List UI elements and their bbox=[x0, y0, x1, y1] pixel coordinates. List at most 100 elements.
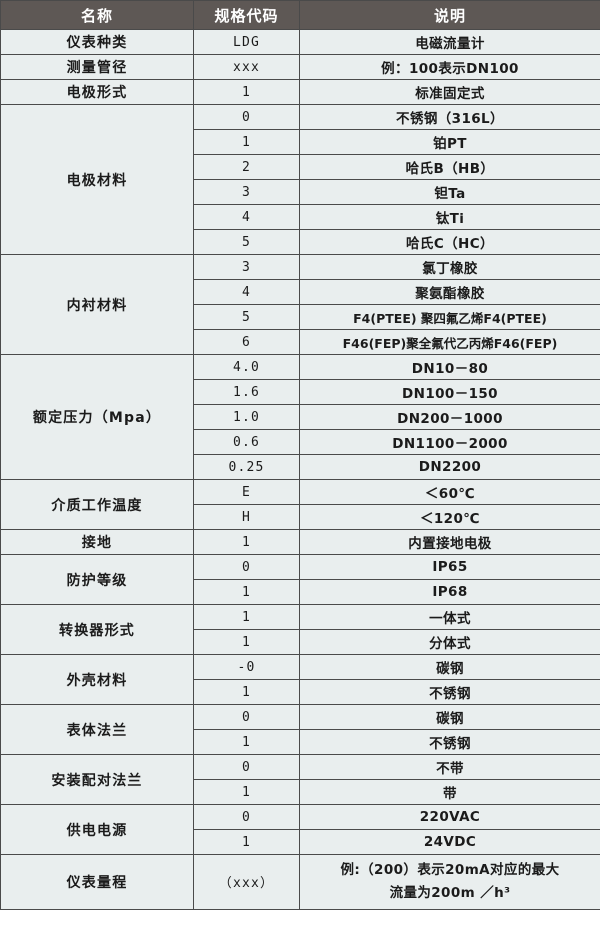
spec-code-cell: 1 bbox=[193, 829, 300, 855]
description-cell: 电磁流量计 bbox=[299, 29, 600, 55]
description-cell: 24VDC bbox=[299, 829, 600, 855]
row-group-name: 电极材料 bbox=[0, 104, 194, 255]
specification-code-table: 名称 规格代码 说明 仪表种类 LDG 电磁流量计 测量管径 xxx 例：100表示DN1… bbox=[0, 0, 600, 910]
spec-code-cell: 1 bbox=[193, 629, 300, 655]
table-row: 2 哈氏B（HB） bbox=[1, 154, 600, 180]
spec-code-cell: 0.6 bbox=[193, 429, 300, 455]
spec-code-cell: 4.0 bbox=[193, 354, 300, 380]
description-cell: 钽Ta bbox=[299, 179, 600, 205]
table-row: 1.0 DN200－1000 bbox=[1, 404, 600, 430]
description-cell: 标准固定式 bbox=[299, 79, 600, 105]
spec-code-cell: xxx bbox=[193, 54, 300, 80]
column-header-code: 规格代码 bbox=[193, 0, 300, 30]
description-cell: 哈氏B（HB） bbox=[299, 154, 600, 180]
table-row: 1 分体式 bbox=[1, 629, 600, 655]
spec-code-cell: 1 bbox=[193, 779, 300, 805]
column-header-name: 名称 bbox=[0, 0, 194, 30]
table-row: 4 钛Ti bbox=[1, 204, 600, 230]
spec-code-cell: 0 bbox=[193, 754, 300, 780]
table-row: 安装配对法兰 0 不带 bbox=[0, 754, 600, 805]
table-row: 供电电源 0 220VAC bbox=[0, 804, 600, 855]
row-group-name: 介质工作温度 bbox=[0, 479, 194, 530]
description-cell: 哈氏C（HC） bbox=[299, 229, 600, 255]
row-group-name: 电极形式 bbox=[0, 79, 194, 105]
spec-code-cell: 1 bbox=[193, 679, 300, 705]
spec-code-cell: （xxx） bbox=[193, 854, 300, 910]
row-group-name: 安装配对法兰 bbox=[0, 754, 194, 805]
row-group-name: 表体法兰 bbox=[0, 704, 194, 755]
description-cell: 不锈钢 bbox=[299, 679, 600, 705]
table-row: 1 不锈钢 bbox=[1, 679, 600, 705]
spec-code-cell: 5 bbox=[193, 304, 300, 330]
table-row: 接地 1 内置接地电极 bbox=[0, 529, 600, 555]
row-group-name: 供电电源 bbox=[0, 804, 194, 855]
description-cell: ＜60℃ bbox=[299, 479, 600, 505]
spec-code-cell: 0.25 bbox=[193, 454, 300, 480]
description-cell: 分体式 bbox=[299, 629, 600, 655]
spec-code-cell: 0 bbox=[193, 104, 300, 130]
row-group-name: 测量管径 bbox=[0, 54, 194, 80]
table-row: 0.25 DN2200 bbox=[1, 454, 600, 480]
column-header-description: 说明 bbox=[299, 0, 600, 30]
row-group-name: 转换器形式 bbox=[0, 604, 194, 655]
row-group-name: 仪表量程 bbox=[0, 854, 194, 910]
table-row: 内衬材料 3 氯丁橡胶 bbox=[0, 254, 600, 355]
table-row: 电极形式 1 标准固定式 bbox=[0, 79, 600, 105]
row-group-name: 接地 bbox=[0, 529, 194, 555]
spec-code-cell: 4 bbox=[193, 279, 300, 305]
description-cell: 氯丁橡胶 bbox=[299, 254, 600, 280]
table-row: 测量管径 xxx 例：100表示DN100 bbox=[0, 54, 600, 80]
table-row: 1 IP68 bbox=[1, 579, 600, 605]
table-row: 外壳材料 -0 碳钢 bbox=[0, 654, 600, 705]
description-cell: F4(PTEE) 聚四氟乙烯F4(PTEE) bbox=[299, 304, 600, 330]
description-cell: 内置接地电极 bbox=[299, 529, 600, 555]
spec-code-cell: E bbox=[193, 479, 300, 505]
description-cell: 碳钢 bbox=[299, 654, 600, 680]
description-cell: IP68 bbox=[299, 579, 600, 605]
spec-code-cell: 0 bbox=[193, 804, 300, 830]
description-cell: 220VAC bbox=[299, 804, 600, 830]
row-group-name: 防护等级 bbox=[0, 554, 194, 605]
table-row: 表体法兰 0 碳钢 bbox=[0, 704, 600, 755]
spec-code-cell: 2 bbox=[193, 154, 300, 180]
table-header: 名称 规格代码 说明 bbox=[0, 0, 600, 30]
spec-code-cell: 6 bbox=[193, 329, 300, 355]
spec-code-cell: 1.6 bbox=[193, 379, 300, 405]
spec-code-cell: 5 bbox=[193, 229, 300, 255]
table-row: 1 24VDC bbox=[1, 829, 600, 855]
spec-code-cell: 1 bbox=[193, 129, 300, 155]
spec-code-cell: 4 bbox=[193, 204, 300, 230]
description-cell: 一体式 bbox=[299, 604, 600, 630]
row-group-name: 仪表种类 bbox=[0, 29, 194, 55]
table-row: 仪表量程 （xxx） 例:（200）表示20mA对应的最大 流量为200m ／h³ bbox=[0, 854, 600, 910]
spec-code-cell: 0 bbox=[193, 554, 300, 580]
description-cell: DN200－1000 bbox=[299, 404, 600, 430]
table-row: 5 F4(PTEE) 聚四氟乙烯F4(PTEE) bbox=[1, 304, 600, 330]
row-group-name: 额定压力（Mpa） bbox=[0, 354, 194, 480]
table-row: 5 哈氏C（HC） bbox=[1, 229, 600, 255]
table-row: 仪表种类 LDG 电磁流量计 bbox=[0, 29, 600, 55]
description-cell: 不锈钢 bbox=[299, 729, 600, 755]
spec-code-cell: LDG bbox=[193, 29, 300, 55]
description-line: 流量为200m ／h³ bbox=[389, 884, 511, 901]
table-row: 电极材料 0 不锈钢（316L） bbox=[0, 104, 600, 255]
spec-code-cell: 1 bbox=[193, 729, 300, 755]
spec-code-cell: 3 bbox=[193, 179, 300, 205]
row-group-name: 外壳材料 bbox=[0, 654, 194, 705]
description-cell: 不锈钢（316L） bbox=[299, 104, 600, 130]
description-cell: 聚氨酯橡胶 bbox=[299, 279, 600, 305]
table-row: 1 不锈钢 bbox=[1, 729, 600, 755]
spec-code-cell: 3 bbox=[193, 254, 300, 280]
spec-code-cell: -0 bbox=[193, 654, 300, 680]
description-cell: 铂PT bbox=[299, 129, 600, 155]
spec-code-cell: H bbox=[193, 504, 300, 530]
spec-code-cell: 1.0 bbox=[193, 404, 300, 430]
row-group-name: 内衬材料 bbox=[0, 254, 194, 355]
description-cell: 带 bbox=[299, 779, 600, 805]
description-cell: 例:（200）表示20mA对应的最大 流量为200m ／h³ bbox=[299, 854, 600, 910]
description-cell: F46(FEP)聚全氟代乙丙烯F46(FEP) bbox=[299, 329, 600, 355]
description-cell: DN100－150 bbox=[299, 379, 600, 405]
spec-code-cell: 1 bbox=[193, 579, 300, 605]
description-cell: 不带 bbox=[299, 754, 600, 780]
table-row: 防护等级 0 IP65 bbox=[0, 554, 600, 605]
